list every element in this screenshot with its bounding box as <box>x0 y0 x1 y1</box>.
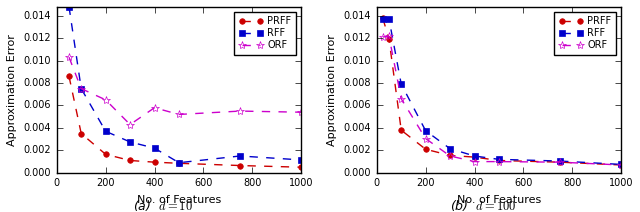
PRFF <box>446 154 454 157</box>
Legend: PRFF, RFF, ORF: PRFF, RFF, ORF <box>234 11 296 55</box>
ORF <box>397 98 405 100</box>
PRFF <box>297 166 305 169</box>
RFF <box>126 141 134 143</box>
Line: PRFF: PRFF <box>380 16 624 168</box>
Line: RFF: RFF <box>380 16 624 167</box>
Text: (a)  $d = 10$: (a) $d = 10$ <box>133 198 193 212</box>
ORF <box>556 161 564 163</box>
Line: ORF: ORF <box>379 32 625 169</box>
Text: (b)  $d = 100$: (b) $d = 100$ <box>450 198 516 212</box>
ORF <box>102 99 109 101</box>
Legend: PRFF, RFF, ORF: PRFF, RFF, ORF <box>554 11 616 55</box>
PRFF <box>556 161 564 163</box>
RFF <box>379 18 387 20</box>
PRFF <box>126 159 134 162</box>
RFF <box>397 83 405 85</box>
ORF <box>379 36 387 38</box>
ORF <box>77 87 85 90</box>
PRFF <box>470 156 478 158</box>
Y-axis label: Approximation Error: Approximation Error <box>326 34 337 146</box>
ORF <box>617 164 625 166</box>
PRFF <box>397 129 405 131</box>
ORF <box>126 123 134 126</box>
RFF <box>102 130 109 132</box>
RFF <box>236 155 244 157</box>
ORF <box>175 113 183 116</box>
RFF <box>495 158 503 161</box>
ORF <box>422 137 429 140</box>
RFF <box>422 130 429 132</box>
RFF <box>470 155 478 157</box>
Line: RFF: RFF <box>66 4 304 166</box>
PRFF <box>617 164 625 166</box>
RFF <box>77 87 85 90</box>
PRFF <box>175 162 183 165</box>
RFF <box>556 160 564 162</box>
RFF <box>65 5 73 8</box>
RFF <box>446 147 454 150</box>
X-axis label: No. of Features: No. of Features <box>457 195 541 205</box>
Y-axis label: Approximation Error: Approximation Error <box>6 34 17 146</box>
PRFF <box>236 164 244 167</box>
ORF <box>446 155 454 157</box>
PRFF <box>77 132 85 135</box>
RFF <box>385 18 393 20</box>
ORF <box>150 106 158 109</box>
Line: ORF: ORF <box>65 53 305 129</box>
PRFF <box>495 159 503 162</box>
ORF <box>236 110 244 112</box>
X-axis label: No. of Features: No. of Features <box>137 195 221 205</box>
RFF <box>297 159 305 161</box>
ORF <box>495 160 503 163</box>
PRFF <box>102 153 109 156</box>
PRFF <box>65 75 73 78</box>
PRFF <box>150 161 158 163</box>
PRFF <box>385 38 393 40</box>
RFF <box>150 147 158 149</box>
PRFF <box>422 148 429 151</box>
ORF <box>65 56 73 59</box>
Line: PRFF: PRFF <box>66 74 304 170</box>
ORF <box>470 160 478 163</box>
RFF <box>617 163 625 166</box>
ORF <box>297 111 305 113</box>
ORF <box>385 35 393 38</box>
RFF <box>175 162 183 164</box>
PRFF <box>379 17 387 20</box>
